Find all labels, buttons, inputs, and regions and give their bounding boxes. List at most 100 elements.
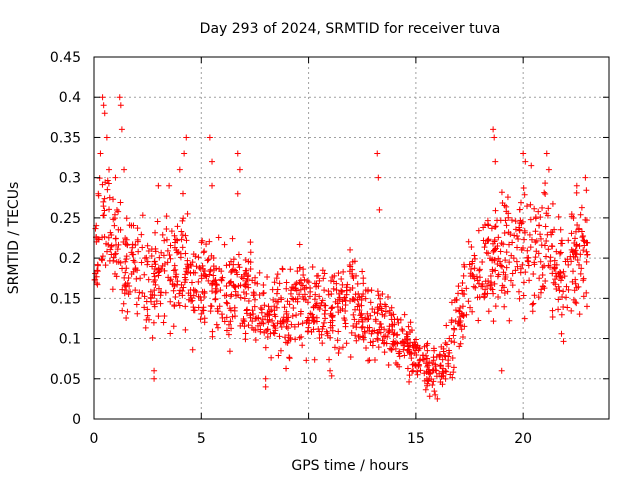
data-point	[230, 282, 237, 289]
x-tick-label: 10	[300, 431, 318, 447]
data-point	[568, 230, 575, 237]
data-point	[406, 378, 413, 385]
data-point	[424, 363, 431, 370]
grid	[94, 57, 609, 419]
data-point	[375, 292, 382, 299]
data-point	[577, 211, 584, 218]
data-point	[352, 306, 359, 313]
data-point	[388, 316, 395, 323]
data-point	[442, 375, 449, 382]
data-point	[100, 102, 107, 109]
data-point	[537, 258, 544, 265]
data-point	[245, 272, 252, 279]
data-point	[334, 337, 341, 344]
data-point	[223, 262, 230, 269]
data-point	[360, 275, 367, 282]
data-point	[262, 375, 269, 382]
data-point	[549, 307, 556, 314]
data-point	[570, 296, 577, 303]
data-point	[306, 293, 313, 300]
data-point	[110, 254, 117, 261]
data-point	[405, 323, 412, 330]
data-point	[214, 305, 221, 312]
data-point	[551, 257, 558, 264]
data-point	[218, 311, 225, 318]
data-point	[570, 268, 577, 275]
data-point	[537, 231, 544, 238]
data-point	[353, 324, 360, 331]
data-point	[240, 289, 247, 296]
data-point	[321, 311, 328, 318]
data-point	[256, 291, 263, 298]
data-point	[253, 315, 260, 322]
data-point	[330, 278, 337, 285]
data-point	[108, 242, 115, 249]
data-point	[182, 326, 189, 333]
data-point	[118, 126, 125, 133]
data-point	[455, 320, 462, 327]
data-point	[530, 300, 537, 307]
data-point	[471, 255, 478, 262]
data-point	[125, 291, 132, 298]
data-point	[506, 317, 513, 324]
data-point	[318, 331, 325, 338]
data-point	[335, 270, 342, 277]
data-point	[519, 261, 526, 268]
data-point	[465, 238, 472, 245]
data-point	[497, 217, 504, 224]
data-point	[535, 208, 542, 215]
data-point	[296, 264, 303, 271]
data-point	[159, 262, 166, 269]
data-point	[227, 293, 234, 300]
data-point	[161, 237, 168, 244]
data-point	[152, 261, 159, 268]
data-point	[227, 318, 234, 325]
data-point	[476, 280, 483, 287]
data-point	[327, 334, 334, 341]
data-point	[303, 284, 310, 291]
data-point	[336, 294, 343, 301]
data-point	[517, 265, 524, 272]
data-point	[183, 237, 190, 244]
data-point	[510, 255, 517, 262]
data-point	[476, 266, 483, 273]
data-point	[506, 259, 513, 266]
x-tick-label: 15	[407, 431, 425, 447]
data-point	[388, 304, 395, 311]
data-point	[401, 311, 408, 318]
data-point	[223, 314, 230, 321]
data-point	[362, 295, 369, 302]
data-point	[520, 150, 527, 157]
data-point	[503, 208, 510, 215]
data-point	[376, 320, 383, 327]
data-point	[558, 330, 565, 337]
data-point	[551, 226, 558, 233]
data-point	[485, 237, 492, 244]
data-point	[527, 201, 534, 208]
data-point	[405, 346, 412, 353]
data-point	[241, 295, 248, 302]
data-point	[408, 355, 415, 362]
data-point	[285, 337, 292, 344]
data-point	[401, 352, 408, 359]
data-point	[198, 275, 205, 282]
data-point	[313, 314, 320, 321]
data-point	[516, 206, 523, 213]
data-point	[278, 324, 285, 331]
data-point	[144, 258, 151, 265]
data-point	[123, 215, 130, 222]
data-point	[181, 279, 188, 286]
data-point	[161, 267, 168, 274]
x-tick-label: 0	[90, 431, 99, 447]
data-point	[543, 253, 550, 260]
data-point	[365, 315, 372, 322]
data-point	[252, 315, 259, 322]
data-point	[514, 244, 521, 251]
data-point	[548, 231, 555, 238]
data-point	[141, 255, 148, 262]
data-point	[380, 333, 387, 340]
data-point	[479, 258, 486, 265]
data-point	[359, 268, 366, 275]
data-point	[531, 261, 538, 268]
data-point	[394, 340, 401, 347]
